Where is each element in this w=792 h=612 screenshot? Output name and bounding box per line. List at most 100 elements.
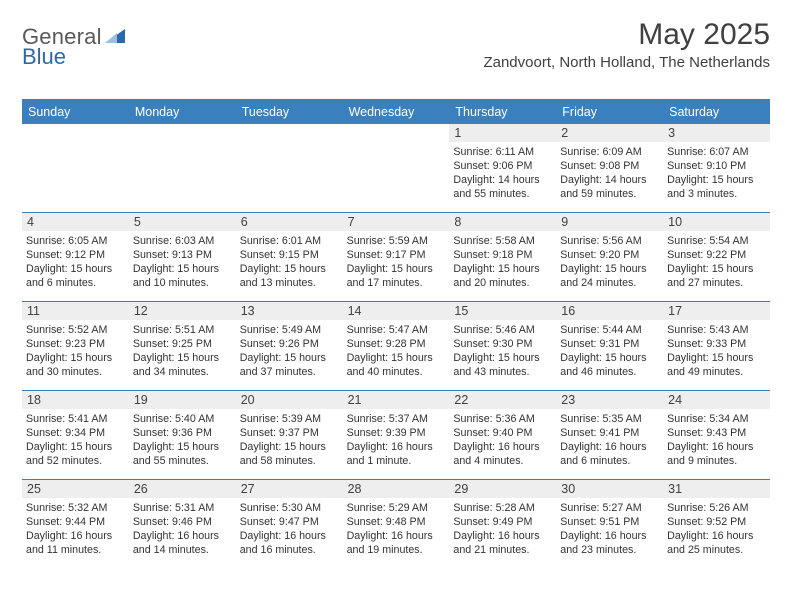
day-number: 27 <box>236 480 343 498</box>
day-header: Saturday <box>663 101 770 123</box>
day-info: Sunrise: 5:47 AMSunset: 9:28 PMDaylight:… <box>347 323 446 380</box>
daylight-text: Daylight: 15 hours and 6 minutes. <box>26 262 125 290</box>
day-number: 14 <box>343 302 450 320</box>
day-info: Sunrise: 5:32 AMSunset: 9:44 PMDaylight:… <box>26 501 125 558</box>
day-number: 3 <box>663 124 770 142</box>
sunset-text: Sunset: 9:43 PM <box>667 426 766 440</box>
day-cell: 26 Sunrise: 5:31 AMSunset: 9:46 PMDayligh… <box>129 480 236 568</box>
day-cell: 23Sunrise: 5:35 AMSunset: 9:41 PMDayligh… <box>556 391 663 479</box>
day-number: 20 <box>236 391 343 409</box>
daylight-text: Daylight: 16 hours and 4 minutes. <box>453 440 552 468</box>
sunrise-text: Sunrise: 5:52 AM <box>26 323 125 337</box>
day-info: Sunrise: 5:41 AMSunset: 9:34 PMDaylight:… <box>26 412 125 469</box>
day-cell: 5 Sunrise: 6:03 AMSunset: 9:13 PMDaylight… <box>129 213 236 301</box>
sunset-text: Sunset: 9:33 PM <box>667 337 766 351</box>
location-subtitle: Zandvoort, North Holland, The Netherland… <box>483 54 770 71</box>
sunset-text: Sunset: 9:52 PM <box>667 515 766 529</box>
day-number: 21 <box>343 391 450 409</box>
sunrise-text: Sunrise: 6:07 AM <box>667 145 766 159</box>
sunrise-text: Sunrise: 5:35 AM <box>560 412 659 426</box>
day-number: 26 <box>129 480 236 498</box>
day-header: Monday <box>129 101 236 123</box>
logo-text-blue: Blue <box>22 44 66 69</box>
day-info: Sunrise: 6:01 AMSunset: 9:15 PMDaylight:… <box>240 234 339 291</box>
sunset-text: Sunset: 9:15 PM <box>240 248 339 262</box>
daylight-text: Daylight: 15 hours and 55 minutes. <box>133 440 232 468</box>
sunrise-text: Sunrise: 5:28 AM <box>453 501 552 515</box>
day-info: Sunrise: 5:39 AMSunset: 9:37 PMDaylight:… <box>240 412 339 469</box>
day-info: Sunrise: 5:28 AMSunset: 9:49 PMDaylight:… <box>453 501 552 558</box>
day-info: Sunrise: 5:58 AMSunset: 9:18 PMDaylight:… <box>453 234 552 291</box>
sunset-text: Sunset: 9:37 PM <box>240 426 339 440</box>
daylight-text: Daylight: 15 hours and 40 minutes. <box>347 351 446 379</box>
sunset-text: Sunset: 9:39 PM <box>347 426 446 440</box>
day-cell: 8 Sunrise: 5:58 AMSunset: 9:18 PMDaylight… <box>449 213 556 301</box>
sunrise-text: Sunrise: 5:26 AM <box>667 501 766 515</box>
sunset-text: Sunset: 9:51 PM <box>560 515 659 529</box>
sunset-text: Sunset: 9:31 PM <box>560 337 659 351</box>
calendar: Sunday Monday Tuesday Wednesday Thursday… <box>22 99 770 568</box>
sunrise-text: Sunrise: 5:43 AM <box>667 323 766 337</box>
sunrise-text: Sunrise: 5:56 AM <box>560 234 659 248</box>
day-info: Sunrise: 5:36 AMSunset: 9:40 PMDaylight:… <box>453 412 552 469</box>
sunrise-text: Sunrise: 5:34 AM <box>667 412 766 426</box>
daylight-text: Daylight: 15 hours and 10 minutes. <box>133 262 232 290</box>
day-info: Sunrise: 5:44 AMSunset: 9:31 PMDaylight:… <box>560 323 659 380</box>
sunrise-text: Sunrise: 5:49 AM <box>240 323 339 337</box>
daylight-text: Daylight: 15 hours and 58 minutes. <box>240 440 339 468</box>
day-cell <box>236 124 343 212</box>
day-number: 5 <box>129 213 236 231</box>
day-info: Sunrise: 5:51 AMSunset: 9:25 PMDaylight:… <box>133 323 232 380</box>
day-cell: 21Sunrise: 5:37 AMSunset: 9:39 PMDayligh… <box>343 391 450 479</box>
day-cell: 22Sunrise: 5:36 AMSunset: 9:40 PMDayligh… <box>449 391 556 479</box>
day-info: Sunrise: 5:54 AMSunset: 9:22 PMDaylight:… <box>667 234 766 291</box>
daylight-text: Daylight: 15 hours and 46 minutes. <box>560 351 659 379</box>
day-number: 1 <box>449 124 556 142</box>
sunset-text: Sunset: 9:28 PM <box>347 337 446 351</box>
day-cell: 27 Sunrise: 5:30 AMSunset: 9:47 PMDayligh… <box>236 480 343 568</box>
day-cell <box>343 124 450 212</box>
day-info: Sunrise: 5:31 AMSunset: 9:46 PMDaylight:… <box>133 501 232 558</box>
page-title: May 2025 <box>483 18 770 52</box>
day-cell: 2Sunrise: 6:09 AMSunset: 9:08 PMDaylight… <box>556 124 663 212</box>
sunset-text: Sunset: 9:44 PM <box>26 515 125 529</box>
day-info: Sunrise: 5:35 AMSunset: 9:41 PMDaylight:… <box>560 412 659 469</box>
sunrise-text: Sunrise: 5:58 AM <box>453 234 552 248</box>
sunset-text: Sunset: 9:34 PM <box>26 426 125 440</box>
day-header: Sunday <box>22 101 129 123</box>
day-info: Sunrise: 5:56 AMSunset: 9:20 PMDaylight:… <box>560 234 659 291</box>
sunset-text: Sunset: 9:41 PM <box>560 426 659 440</box>
sunset-text: Sunset: 9:20 PM <box>560 248 659 262</box>
day-header: Thursday <box>449 101 556 123</box>
sunrise-text: Sunrise: 5:37 AM <box>347 412 446 426</box>
day-cell: 10 Sunrise: 5:54 AMSunset: 9:22 PMDayligh… <box>663 213 770 301</box>
day-number: 9 <box>556 213 663 231</box>
day-info: Sunrise: 5:29 AMSunset: 9:48 PMDaylight:… <box>347 501 446 558</box>
week-row: 1Sunrise: 6:11 AMSunset: 9:06 PMDaylight… <box>22 123 770 212</box>
day-cell: 12 Sunrise: 5:51 AMSunset: 9:25 PMDayligh… <box>129 302 236 390</box>
day-info: Sunrise: 5:30 AMSunset: 9:47 PMDaylight:… <box>240 501 339 558</box>
day-number: 12 <box>129 302 236 320</box>
day-number <box>343 124 450 142</box>
day-cell: 15Sunrise: 5:46 AMSunset: 9:30 PMDayligh… <box>449 302 556 390</box>
day-info: Sunrise: 6:03 AMSunset: 9:13 PMDaylight:… <box>133 234 232 291</box>
daylight-text: Daylight: 15 hours and 30 minutes. <box>26 351 125 379</box>
sunset-text: Sunset: 9:06 PM <box>453 159 552 173</box>
sunrise-text: Sunrise: 5:41 AM <box>26 412 125 426</box>
sunrise-text: Sunrise: 5:44 AM <box>560 323 659 337</box>
daylight-text: Daylight: 15 hours and 49 minutes. <box>667 351 766 379</box>
day-number: 8 <box>449 213 556 231</box>
daylight-text: Daylight: 16 hours and 23 minutes. <box>560 529 659 557</box>
daylight-text: Daylight: 16 hours and 9 minutes. <box>667 440 766 468</box>
day-cell: 30Sunrise: 5:27 AMSunset: 9:51 PMDayligh… <box>556 480 663 568</box>
day-number: 10 <box>663 213 770 231</box>
day-info: Sunrise: 6:09 AMSunset: 9:08 PMDaylight:… <box>560 145 659 202</box>
sunrise-text: Sunrise: 5:30 AM <box>240 501 339 515</box>
day-info: Sunrise: 5:46 AMSunset: 9:30 PMDaylight:… <box>453 323 552 380</box>
day-info: Sunrise: 5:49 AMSunset: 9:26 PMDaylight:… <box>240 323 339 380</box>
sunrise-text: Sunrise: 6:09 AM <box>560 145 659 159</box>
daylight-text: Daylight: 14 hours and 55 minutes. <box>453 173 552 201</box>
sunrise-text: Sunrise: 5:47 AM <box>347 323 446 337</box>
daylight-text: Daylight: 16 hours and 6 minutes. <box>560 440 659 468</box>
logo-triangle-icon <box>105 27 125 48</box>
